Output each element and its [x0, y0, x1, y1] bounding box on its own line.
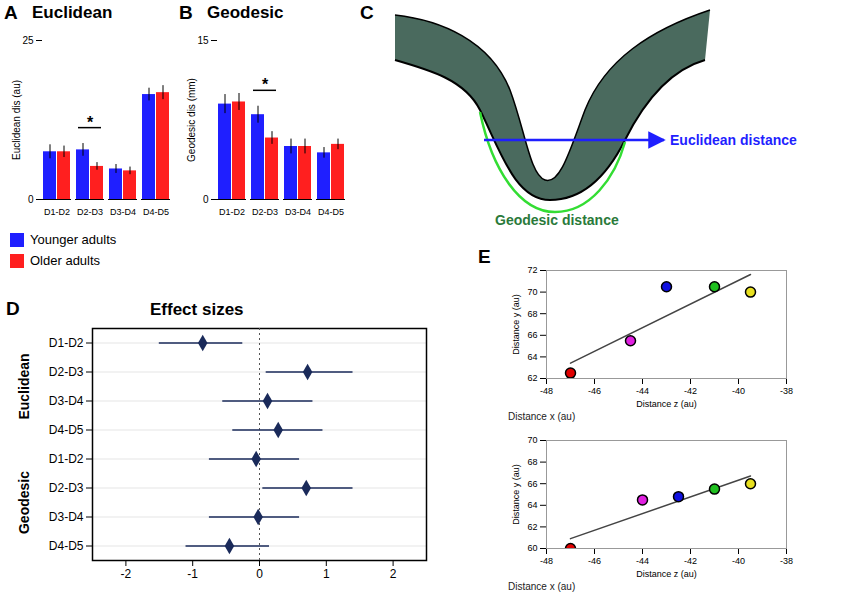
- svg-text:Geodesic distance: Geodesic distance: [495, 212, 619, 228]
- svg-text:D3-D4: D3-D4: [49, 510, 84, 524]
- svg-text:D3-D4: D3-D4: [285, 207, 311, 217]
- svg-text:0: 0: [28, 194, 34, 205]
- svg-text:68: 68: [527, 457, 537, 467]
- svg-text:-1: -1: [187, 567, 198, 581]
- svg-text:D2-D3: D2-D3: [49, 481, 84, 495]
- svg-text:Geodesic: Geodesic: [16, 471, 32, 534]
- html-text:Distance x (au): Distance x (au): [508, 411, 576, 422]
- svg-text:D1-D2: D1-D2: [44, 207, 70, 217]
- svg-text:-38: -38: [780, 386, 793, 396]
- svg-text:66: 66: [527, 479, 537, 489]
- svg-text:Euclidean: Euclidean: [16, 353, 32, 419]
- svg-text:0: 0: [203, 194, 209, 205]
- svg-text:-40: -40: [732, 386, 745, 396]
- svg-text:D4-D5: D4-D5: [318, 207, 344, 217]
- html-text:B: B: [179, 2, 193, 23]
- html-text:C: C: [360, 2, 374, 23]
- svg-text:D4-D5: D4-D5: [49, 539, 84, 553]
- svg-text:D1-D2: D1-D2: [49, 336, 84, 350]
- svg-text:D3-D4: D3-D4: [110, 207, 136, 217]
- svg-text:Euclidean dis (au): Euclidean dis (au): [11, 80, 22, 160]
- html-text:Effect sizes: Effect sizes: [150, 300, 244, 319]
- svg-text:70: 70: [527, 287, 537, 297]
- svg-text:D1-D2: D1-D2: [219, 207, 245, 217]
- svg-text:-44: -44: [636, 386, 649, 396]
- html-text:Younger adults: Younger adults: [30, 232, 117, 247]
- svg-text:-38: -38: [780, 556, 793, 566]
- svg-text:70: 70: [527, 435, 537, 445]
- svg-text:-42: -42: [684, 386, 697, 396]
- svg-text:2: 2: [390, 567, 397, 581]
- svg-text:-48: -48: [540, 556, 553, 566]
- svg-text:D2-D3: D2-D3: [49, 365, 84, 379]
- html-text:Euclidean: Euclidean: [32, 3, 113, 22]
- svg-text:Euclidean distance: Euclidean distance: [670, 132, 797, 148]
- svg-text:66: 66: [527, 330, 537, 340]
- svg-text:72: 72: [527, 265, 537, 275]
- svg-text:Distance z (au): Distance z (au): [636, 399, 697, 409]
- svg-text:62: 62: [527, 522, 537, 532]
- html-text:E: E: [478, 246, 491, 267]
- svg-text:Distance z (au): Distance z (au): [636, 569, 697, 579]
- svg-text:Distance y (au): Distance y (au): [511, 464, 521, 525]
- svg-text:-40: -40: [732, 556, 745, 566]
- svg-text:64: 64: [527, 500, 537, 510]
- svg-text:D2-D3: D2-D3: [252, 207, 278, 217]
- svg-text:1: 1: [323, 567, 330, 581]
- html-text:Older adults: Older adults: [30, 253, 101, 268]
- svg-text:-48: -48: [540, 386, 553, 396]
- svg-text:62: 62: [527, 373, 537, 383]
- svg-text:0: 0: [256, 567, 263, 581]
- svg-text:Distance y (au): Distance y (au): [511, 294, 521, 355]
- svg-text:D4-D5: D4-D5: [49, 423, 84, 437]
- html-text:A: A: [4, 2, 18, 23]
- svg-text:-46: -46: [588, 386, 601, 396]
- svg-text:D4-D5: D4-D5: [143, 207, 169, 217]
- svg-text:-46: -46: [588, 556, 601, 566]
- svg-text:64: 64: [527, 352, 537, 362]
- svg-text:D3-D4: D3-D4: [49, 394, 84, 408]
- html-text:D: D: [6, 298, 20, 319]
- svg-text:-42: -42: [684, 556, 697, 566]
- svg-text:60: 60: [527, 543, 537, 553]
- svg-text:*: *: [262, 76, 269, 93]
- svg-text:D2-D3: D2-D3: [77, 207, 103, 217]
- svg-text:-44: -44: [636, 556, 649, 566]
- html-text:Distance x (au): Distance x (au): [508, 581, 576, 592]
- svg-text:68: 68: [527, 309, 537, 319]
- svg-text:*: *: [87, 114, 94, 131]
- svg-text:-2: -2: [121, 567, 132, 581]
- svg-text:Geodesic dis (mm): Geodesic dis (mm): [186, 78, 197, 162]
- svg-text:15: 15: [197, 35, 209, 46]
- html-text:Geodesic: Geodesic: [207, 3, 284, 22]
- svg-text:D1-D2: D1-D2: [49, 452, 84, 466]
- svg-text:25: 25: [22, 35, 34, 46]
